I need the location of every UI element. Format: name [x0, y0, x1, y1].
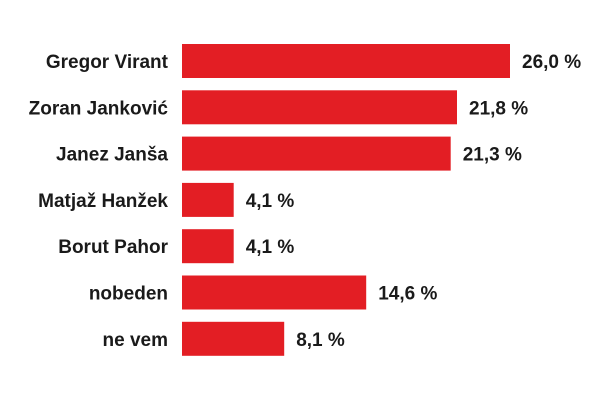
- value-label: 4,1 %: [246, 191, 295, 212]
- category-label: Zoran Janković: [29, 98, 169, 119]
- value-label: 21,3 %: [463, 145, 522, 166]
- category-label: Borut Pahor: [58, 237, 168, 258]
- value-label: 21,8 %: [469, 98, 528, 119]
- category-label: nobeden: [89, 284, 168, 305]
- bar-5: [182, 275, 367, 310]
- value-label: 8,1 %: [296, 330, 345, 351]
- category-label: ne vem: [103, 330, 168, 351]
- bar-3: [182, 182, 234, 217]
- category-label: Gregor Virant: [46, 52, 169, 73]
- category-label: Janez Janša: [56, 145, 168, 166]
- value-label: 26,0 %: [522, 52, 581, 73]
- value-label: 4,1 %: [246, 237, 295, 258]
- category-label: Matjaž Hanžek: [38, 191, 168, 212]
- bar-1: [182, 90, 457, 125]
- bar-0: [182, 44, 510, 78]
- bar-6: [182, 321, 285, 356]
- bar-4: [182, 229, 234, 264]
- bar-2: [182, 136, 451, 171]
- value-label: 14,6 %: [378, 284, 437, 305]
